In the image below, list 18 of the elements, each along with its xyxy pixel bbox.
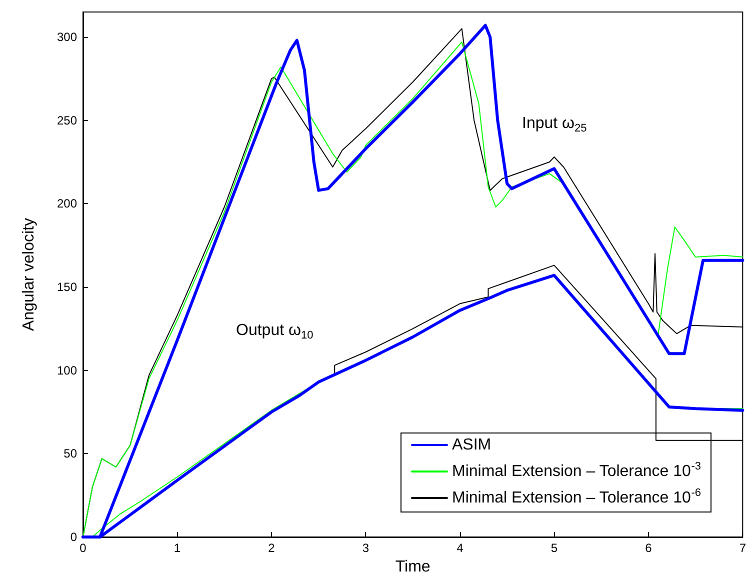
legend-label: ASIM xyxy=(452,436,492,454)
y-tick-label: 300 xyxy=(56,30,78,44)
x-tick-label: 0 xyxy=(80,541,87,555)
x-axis-title: Time xyxy=(395,558,430,576)
x-tick-label: 3 xyxy=(362,541,370,555)
y-axis-title: Angular velocity xyxy=(20,218,38,331)
x-tick-label: 2 xyxy=(268,541,276,555)
y-tick-label: 100 xyxy=(56,363,78,378)
x-tick-label: 1 xyxy=(174,541,181,555)
y-tick-label: 50 xyxy=(64,446,78,461)
x-tick-label: 6 xyxy=(645,541,652,555)
y-tick-label: 150 xyxy=(56,280,78,294)
y-tick-label: 0 xyxy=(70,530,78,544)
y-tick-label: 250 xyxy=(56,113,78,128)
x-tick-label: 5 xyxy=(550,541,558,555)
y-tick-label: 200 xyxy=(56,196,78,211)
x-tick-label: 4 xyxy=(456,541,464,555)
x-tick-label: 7 xyxy=(739,541,746,555)
